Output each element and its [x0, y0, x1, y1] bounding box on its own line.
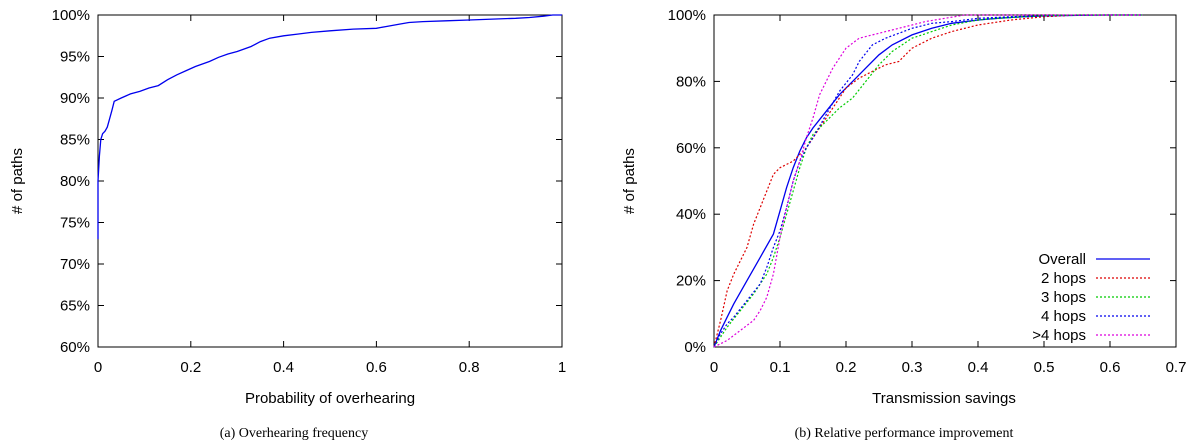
y-tick-label: 85% [60, 132, 90, 149]
legend-label: >4 hops [1032, 327, 1086, 344]
y-tick-label: 80% [676, 73, 706, 90]
x-tick-label: 0.4 [968, 359, 989, 376]
x-tick-label: 0 [710, 359, 718, 376]
y-tick-label: 40% [676, 206, 706, 223]
y-tick-label: 70% [60, 256, 90, 273]
y-tick-label: 60% [676, 140, 706, 157]
x-tick-label: 0.5 [1034, 359, 1055, 376]
x-tick-label: 0.1 [770, 359, 791, 376]
chart-relative-performance: 0 0.1 0.2 0.3 0.4 0.5 0.6 0.7 0% 20% 40% 60% 80% 100%… [621, 7, 1186, 441]
ticks-group: 0 0.1 0.2 0.3 0.4 0.5 0.6 0.7 0% 20% 40% 60% 80% 100% [668, 7, 1187, 376]
y-tick-label: 65% [60, 298, 90, 315]
y-tick-label: 100% [668, 7, 706, 24]
x-tick-label: 0.4 [273, 359, 294, 376]
series-line-2-hops [713, 14, 1143, 348]
series-group [97, 14, 562, 240]
y-axis-label: # of paths [9, 148, 26, 214]
series-line-4-hops [713, 14, 1143, 348]
y-axis-label: # of paths [621, 148, 638, 214]
legend: Overall 2 hops 3 hops 4 hops >4 hops [1032, 251, 1150, 344]
series-group [713, 14, 1143, 348]
plot-frame [97, 14, 563, 348]
x-tick-label: 0.6 [1100, 359, 1121, 376]
y-tick-label: 60% [60, 339, 90, 356]
legend-label: 3 hops [1041, 289, 1086, 306]
y-tick-label: 95% [60, 49, 90, 66]
series-line-main [97, 14, 562, 240]
subfigure-caption: (a) Overhearing frequency [220, 426, 368, 441]
legend-label: 4 hops [1041, 308, 1086, 325]
y-tick-label: 80% [60, 173, 90, 190]
series-line-4-hops [713, 14, 1143, 348]
x-tick-label: 1 [558, 359, 566, 376]
ticks-group: 0 0.2 0.4 0.6 0.8 1 60% 65% 70% 75% 80% 85% 90% 95% 10… [52, 7, 567, 376]
y-tick-label: 20% [676, 273, 706, 290]
x-tick-label: 0.2 [836, 359, 857, 376]
x-tick-label: 0.8 [459, 359, 480, 376]
legend-label: 2 hops [1041, 270, 1086, 287]
y-tick-label: 0% [684, 339, 706, 356]
x-tick-label: 0 [94, 359, 102, 376]
x-axis-label: Probability of overhearing [245, 390, 415, 407]
series-line-3-hops [713, 14, 1143, 348]
x-tick-label: 0.2 [180, 359, 201, 376]
x-tick-label: 0.7 [1166, 359, 1187, 376]
subfigure-caption: (b) Relative performance improvement [795, 426, 1014, 441]
y-tick-label: 75% [60, 215, 90, 232]
x-tick-label: 0.6 [366, 359, 387, 376]
plot-frame [713, 14, 1177, 348]
legend-label: Overall [1038, 251, 1086, 268]
x-axis-label: Transmission savings [872, 390, 1016, 407]
y-tick-label: 100% [52, 7, 90, 24]
x-tick-label: 0.3 [902, 359, 923, 376]
y-tick-label: 90% [60, 90, 90, 107]
chart-overhearing-frequency: 0 0.2 0.4 0.6 0.8 1 60% 65% 70% 75% 80% 85% 90% 95% 10… [9, 7, 566, 441]
